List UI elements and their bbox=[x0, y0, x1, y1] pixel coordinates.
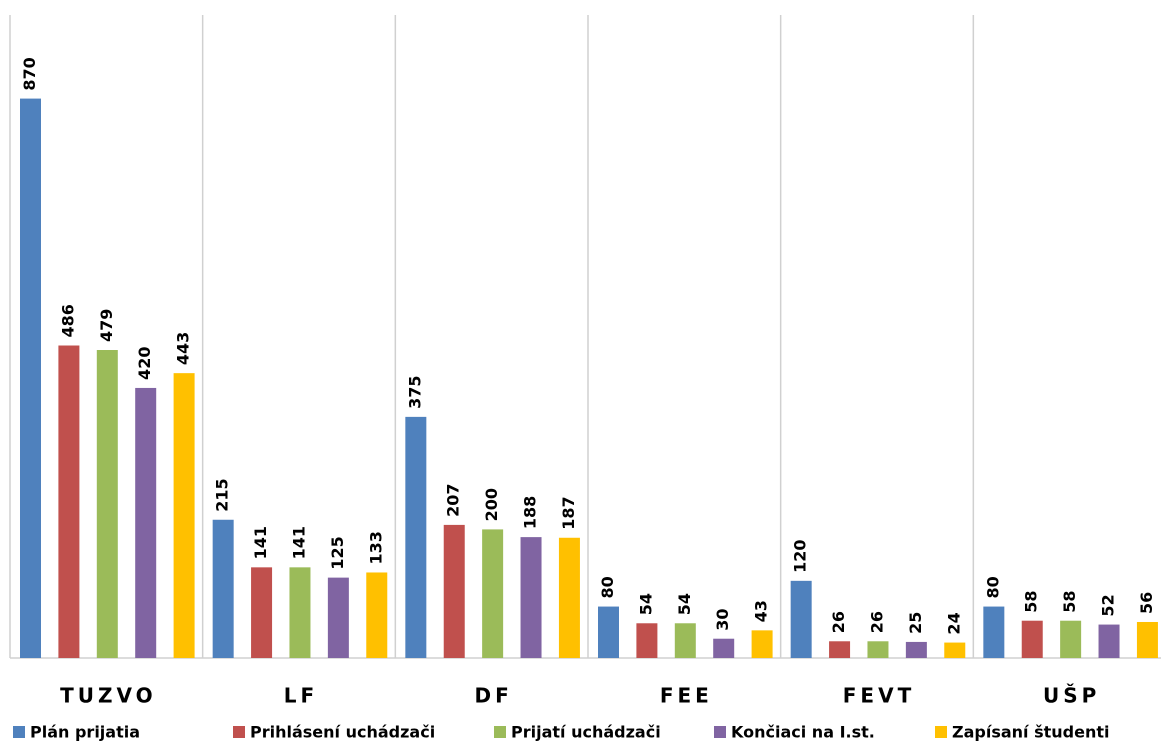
bar bbox=[289, 567, 311, 658]
bar bbox=[751, 630, 773, 658]
value-label: 52 bbox=[1099, 594, 1118, 616]
value-label: 443 bbox=[174, 332, 193, 365]
value-label: 870 bbox=[20, 57, 39, 90]
value-label: 80 bbox=[983, 576, 1002, 598]
value-label: 375 bbox=[405, 375, 424, 408]
value-label: 200 bbox=[482, 488, 501, 521]
bar bbox=[366, 572, 388, 658]
x-tick-label: FEE bbox=[660, 684, 713, 708]
bar bbox=[135, 387, 157, 658]
value-label: 58 bbox=[1060, 590, 1079, 612]
legend-swatch bbox=[935, 726, 947, 738]
value-label: 133 bbox=[366, 531, 385, 564]
value-label: 58 bbox=[1022, 590, 1041, 612]
x-tick-label: FEVT bbox=[843, 684, 915, 708]
legend-label: Prihlásení uchádzači bbox=[250, 723, 435, 742]
value-label: 420 bbox=[135, 347, 154, 380]
bar bbox=[20, 98, 41, 659]
bar bbox=[1098, 624, 1120, 658]
value-label: 24 bbox=[944, 612, 963, 634]
legend-label: Plán prijatia bbox=[30, 723, 140, 742]
value-label: 207 bbox=[444, 483, 463, 516]
legend-label: Prijatí uchádzači bbox=[511, 723, 661, 742]
legend-swatch bbox=[233, 726, 245, 738]
legend-swatch bbox=[494, 726, 506, 738]
bar bbox=[867, 641, 889, 658]
bar bbox=[713, 638, 735, 658]
bar bbox=[829, 641, 851, 658]
value-label: 43 bbox=[752, 600, 771, 622]
value-label: 30 bbox=[713, 608, 732, 630]
value-label: 54 bbox=[636, 593, 655, 615]
bar bbox=[558, 537, 580, 658]
bar bbox=[96, 350, 118, 658]
bar bbox=[983, 606, 1005, 658]
bar bbox=[905, 641, 927, 658]
value-label: 80 bbox=[598, 576, 617, 598]
bar bbox=[674, 623, 696, 658]
legend-swatch bbox=[13, 726, 25, 738]
bar bbox=[405, 416, 427, 658]
legend-label: Zapísaní študenti bbox=[952, 723, 1110, 742]
value-label: 188 bbox=[521, 496, 540, 529]
value-label: 215 bbox=[213, 478, 232, 511]
bar bbox=[251, 567, 273, 658]
bar bbox=[443, 524, 465, 658]
value-label: 141 bbox=[289, 526, 308, 559]
bar bbox=[212, 519, 234, 658]
bar bbox=[173, 373, 195, 658]
bar bbox=[1136, 621, 1158, 658]
value-label: 187 bbox=[559, 496, 578, 529]
value-label: 25 bbox=[906, 612, 925, 634]
value-label: 26 bbox=[867, 611, 886, 633]
bar bbox=[636, 623, 658, 658]
x-tick-label: TUZVO bbox=[60, 684, 157, 708]
bar bbox=[327, 577, 349, 658]
value-label: 54 bbox=[675, 593, 694, 615]
bar bbox=[944, 642, 966, 658]
bar bbox=[1021, 620, 1043, 658]
legend-label: Končiaci na I.st. bbox=[731, 723, 875, 742]
bar bbox=[1060, 620, 1082, 658]
bar bbox=[790, 580, 812, 658]
legend-swatch bbox=[714, 726, 726, 738]
value-label: 125 bbox=[328, 536, 347, 569]
value-label: 26 bbox=[829, 611, 848, 633]
value-label: 120 bbox=[791, 539, 810, 572]
value-label: 141 bbox=[251, 526, 270, 559]
bar bbox=[520, 537, 542, 658]
value-label: 486 bbox=[58, 304, 77, 337]
bar bbox=[482, 529, 504, 658]
value-label: 479 bbox=[97, 309, 116, 342]
bar bbox=[598, 606, 619, 658]
bar bbox=[58, 345, 80, 658]
x-tick-label: DF bbox=[475, 684, 513, 708]
x-tick-label: UŠP bbox=[1043, 684, 1100, 708]
value-label: 56 bbox=[1137, 592, 1156, 614]
x-tick-label: LF bbox=[284, 684, 318, 708]
